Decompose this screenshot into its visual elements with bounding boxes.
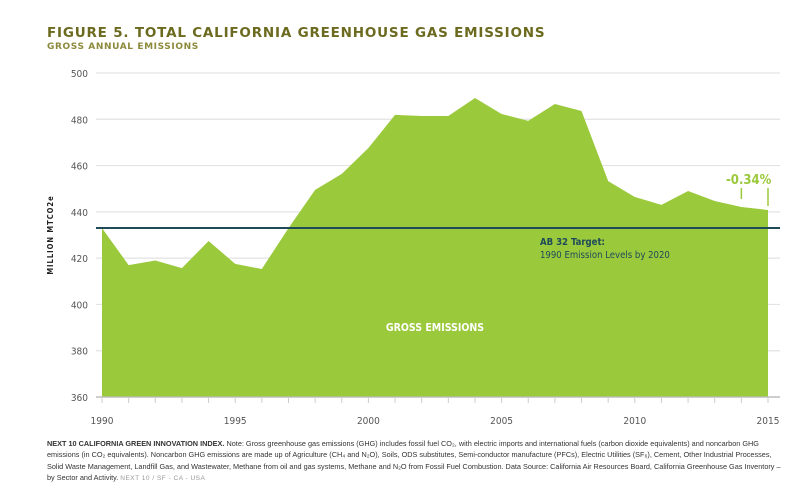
target-label: 1990 Emission Levels by 2020 xyxy=(540,250,670,261)
x-tick-label: 1990 xyxy=(91,416,114,427)
footnote-brand: NEXT 10 / SF - CA - USA xyxy=(120,475,206,483)
chart-title: FIGURE 5. TOTAL CALIFORNIA GREENHOUSE GA… xyxy=(47,25,546,41)
y-tick-label: 400 xyxy=(71,300,88,311)
target-label-title: AB 32 Target: xyxy=(540,237,605,248)
x-tick-label: 2005 xyxy=(490,416,513,427)
y-tick-label: 480 xyxy=(71,115,88,126)
area-chart: 360 380 400 420 440 460 480 500 1990 1995 2000 2005… xyxy=(46,69,780,427)
x-tick-label: 1995 xyxy=(224,416,247,427)
y-tick-label: 500 xyxy=(71,69,88,80)
x-tick-label: 2015 xyxy=(757,416,780,427)
y-tick-label: 360 xyxy=(71,393,88,404)
x-tick-label: 2000 xyxy=(357,416,380,427)
footnote-text: Note: Gross greenhouse gas emissions (GH… xyxy=(47,439,781,483)
y-tick-label: 440 xyxy=(71,208,88,219)
series-label: GROSS EMISSIONS xyxy=(386,322,484,334)
chart-subtitle: GROSS ANNUAL EMISSIONS xyxy=(47,42,199,52)
y-tick-label: 380 xyxy=(71,347,88,358)
annotation-label: -0.34% xyxy=(726,173,772,188)
footnote: NEXT 10 CALIFORNIA GREEN INNOVATION INDE… xyxy=(47,438,787,485)
y-tick-label: 460 xyxy=(71,162,88,173)
emissions-area xyxy=(102,98,768,397)
x-tick-label: 2010 xyxy=(623,416,646,427)
y-axis-label: MILLION MTCO2e xyxy=(46,195,55,274)
y-tick-label: 420 xyxy=(71,254,88,265)
footnote-source: NEXT 10 CALIFORNIA GREEN INNOVATION INDE… xyxy=(47,439,225,448)
